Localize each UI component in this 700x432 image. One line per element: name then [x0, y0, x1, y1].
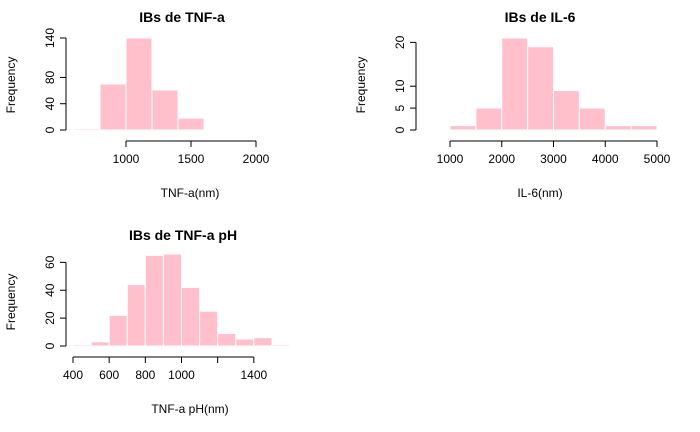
y-axis-label: Frequency: [4, 274, 18, 331]
y-tick-label: 40: [43, 283, 57, 297]
histogram-bar: [604, 125, 632, 131]
histogram-bar: [126, 284, 146, 347]
y-tick-label: 5: [393, 104, 407, 111]
histogram-bar: [90, 341, 110, 347]
x-tick-label: 3000: [540, 152, 567, 166]
histogram-bar: [99, 83, 127, 131]
y-axis-label: Frequency: [4, 57, 18, 114]
y-tick-label: 10: [393, 79, 407, 93]
x-axis: 1000 1500 2000: [113, 140, 270, 166]
y-tick-label: 140: [43, 28, 57, 48]
y-tick-label: 20: [43, 311, 57, 325]
panel-title: IBs de IL-6: [505, 9, 576, 25]
y-tick-label: 0: [393, 126, 407, 133]
y-axis: 0 5 10 20: [393, 35, 417, 133]
histogram-bar: [73, 128, 101, 131]
y-tick-label: 40: [43, 97, 57, 111]
histogram-bar: [151, 89, 179, 131]
y-axis: 0 20 40 60: [43, 255, 67, 349]
histogram-bar: [125, 37, 153, 131]
x-axis-label: IL-6(nm): [517, 186, 562, 200]
bars-group: [72, 253, 291, 347]
x-tick-label: 2000: [243, 152, 270, 166]
x-tick-label: 4000: [592, 152, 619, 166]
histogram-bar: [162, 253, 183, 347]
histogram-bar: [527, 46, 554, 131]
x-tick-label: 1400: [240, 368, 267, 382]
y-tick-label: 20: [393, 35, 407, 49]
histogram-bar: [501, 37, 529, 131]
panel-title: IBs de TNF-a pH: [129, 227, 237, 243]
x-axis: 400 600 800 1000 1400: [63, 356, 268, 382]
x-tick-label: 800: [135, 368, 155, 382]
panel-tnf-a-ph: IBs de TNF-a pH 400 600 800 1000 1400 0 20 40 6…: [4, 227, 291, 416]
histogram-bar: [630, 125, 658, 131]
y-tick-label: 0: [43, 126, 57, 133]
histogram-bar: [578, 107, 606, 131]
y-tick-label: 80: [43, 70, 57, 84]
x-tick-label: 600: [99, 368, 119, 382]
y-axis-label: Frequency: [354, 57, 368, 114]
x-tick-label: 5000: [644, 152, 671, 166]
x-tick-label: 400: [63, 368, 83, 382]
histogram-bar: [271, 344, 291, 347]
x-tick-label: 1000: [168, 368, 195, 382]
x-axis-label: TNF-a(nm): [161, 186, 220, 200]
histogram-bar: [177, 117, 205, 131]
panel-tnf-a: IBs de TNF-a 1000 1500 2000 0 40 80 140 TNF-a…: [4, 9, 270, 200]
y-tick-label: 0: [43, 342, 57, 349]
y-axis: 0 40 80 140: [43, 28, 67, 133]
x-axis-label: TNF-a pH(nm): [151, 402, 228, 416]
histogram-bar: [475, 107, 503, 131]
bars-group: [449, 37, 658, 131]
x-axis: 1000 2000 3000 4000 5000: [437, 140, 671, 166]
histogram-bar: [253, 337, 273, 347]
histogram-bar: [449, 125, 477, 131]
histogram-bar: [553, 90, 580, 131]
bars-group: [73, 37, 205, 131]
x-tick-label: 1000: [437, 152, 464, 166]
y-tick-label: 60: [43, 255, 57, 269]
histogram-bar: [144, 254, 164, 347]
panel-title: IBs de TNF-a: [139, 9, 225, 25]
histogram-bar: [108, 314, 128, 347]
x-tick-label: 1500: [178, 152, 205, 166]
x-tick-label: 1000: [113, 152, 140, 166]
histogram-bar: [181, 286, 201, 347]
x-tick-label: 2000: [488, 152, 515, 166]
histogram-bar: [235, 338, 255, 347]
histogram-bar: [72, 344, 92, 347]
panel-il-6: IBs de IL-6 1000 2000 3000 4000 5000 051020 …: [354, 9, 671, 200]
histogram-bar: [217, 332, 237, 347]
histogram-bar: [199, 310, 219, 347]
